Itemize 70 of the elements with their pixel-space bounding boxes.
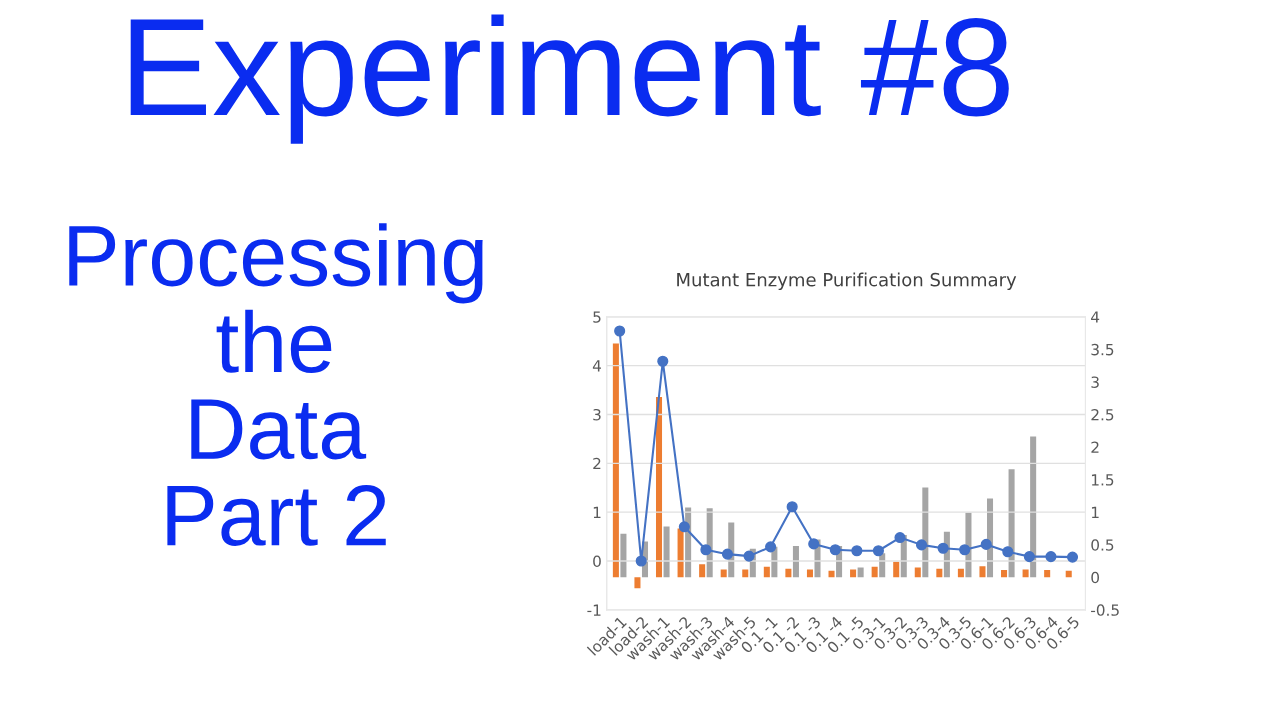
- bar: [1008, 469, 1015, 578]
- bar: [850, 569, 857, 578]
- bar: [677, 528, 684, 578]
- point: [980, 538, 992, 550]
- bar: [785, 568, 792, 578]
- point: [851, 545, 863, 557]
- point: [743, 550, 755, 562]
- point: [721, 548, 734, 560]
- y2-tick-label: 0: [1091, 571, 1100, 584]
- bar: [663, 526, 670, 578]
- point: [635, 555, 647, 567]
- point: [1066, 551, 1079, 563]
- chart-title: Mutant Enzyme Purification Summary: [677, 272, 1017, 290]
- y2-tick-label: 0.5: [1091, 539, 1114, 551]
- point: [808, 538, 820, 550]
- bar: [914, 567, 921, 578]
- y-tick-label: 1: [593, 506, 601, 518]
- bar: [979, 566, 986, 578]
- point: [829, 544, 841, 556]
- y-tick-label: 5: [593, 311, 601, 323]
- y-tick-label: 0: [593, 555, 601, 568]
- bar: [620, 533, 627, 578]
- y2-tick-label: 2.5: [1091, 408, 1114, 421]
- bar: [612, 343, 619, 578]
- y-tick-label: 4: [592, 360, 601, 372]
- bar: [871, 566, 878, 578]
- bar: [1065, 570, 1072, 578]
- bar: [806, 569, 813, 578]
- point: [959, 544, 971, 556]
- point: [1002, 546, 1014, 558]
- point: [1023, 551, 1035, 563]
- point: [1045, 551, 1057, 563]
- bar: [1022, 569, 1029, 578]
- chart-subtitle: Processing the Data Part 2: [69, 223, 483, 546]
- y2-tick-label: 4: [1091, 311, 1100, 323]
- point: [678, 521, 690, 533]
- y2-tick-label: -0.5: [1091, 604, 1119, 616]
- bar: [742, 569, 749, 578]
- bar: [1030, 436, 1037, 578]
- bar: [655, 396, 663, 578]
- y-tick-label: 3: [593, 408, 601, 421]
- y2-tick-label: 1.5: [1091, 474, 1114, 486]
- y2-tick-label: 3: [1091, 376, 1099, 388]
- bar: [893, 561, 900, 578]
- bar: [828, 570, 835, 578]
- bar: [957, 568, 964, 578]
- y2-tick-label: 3.5: [1091, 343, 1114, 356]
- y2-tick-label: 1: [1091, 506, 1099, 518]
- y-tick-label: 2: [593, 457, 601, 470]
- point: [786, 501, 798, 513]
- point: [894, 532, 906, 544]
- text: Experiment #8: [130, 14, 1009, 144]
- bar: [699, 564, 706, 578]
- point: [657, 355, 669, 367]
- bar: [857, 567, 864, 578]
- point: [765, 541, 777, 553]
- point: [614, 325, 626, 337]
- y-tick-label: -1: [587, 604, 601, 616]
- point: [700, 544, 712, 556]
- bar: [763, 566, 770, 578]
- y2-tick-label: 2: [1091, 441, 1099, 453]
- point: [915, 539, 928, 551]
- bar: [1001, 570, 1008, 578]
- bar: [720, 569, 727, 578]
- point: [937, 542, 949, 554]
- bar: [792, 546, 799, 578]
- bar: [1044, 570, 1051, 578]
- bar: [936, 568, 943, 578]
- point: [872, 545, 884, 557]
- bar: [634, 577, 641, 589]
